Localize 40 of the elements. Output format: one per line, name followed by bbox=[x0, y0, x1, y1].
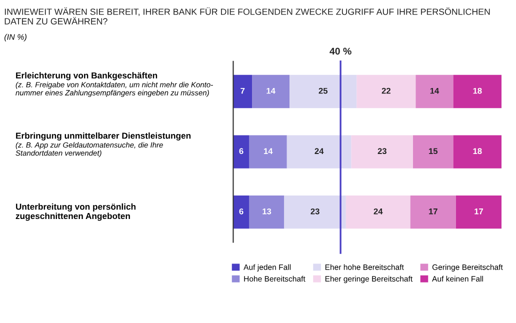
bar bbox=[249, 196, 284, 229]
bar bbox=[416, 74, 454, 108]
ref-line-label: 40 % bbox=[330, 48, 352, 55]
data-label: 25 bbox=[318, 88, 328, 94]
bar bbox=[456, 196, 502, 229]
data-label: 14 bbox=[266, 88, 276, 94]
bar bbox=[249, 135, 287, 168]
bar bbox=[252, 74, 290, 108]
bar bbox=[346, 196, 410, 229]
y-tick-label: Unterbreitung von persönlich zugeschnittenen Angeboten bbox=[16, 203, 136, 221]
bar bbox=[410, 196, 456, 229]
data-label: 6 bbox=[239, 208, 244, 214]
data-label: 14 bbox=[264, 148, 273, 154]
bar bbox=[233, 196, 250, 229]
text: (IN %) bbox=[4, 34, 26, 42]
chart-title: INWIEWEIT WÄREN SIE BEREIT, IHRER BANK FÜR DIE FOLGENDEN ZWECKE ZUGRIFF AUF IHRE PERSÖNLICHEN DATEN ZU GEWÄHREN? bbox=[4, 7, 490, 24]
data-label: 7 bbox=[240, 88, 245, 94]
data-label: 23 bbox=[378, 148, 386, 154]
data-label: 18 bbox=[473, 88, 482, 94]
data-label: 13 bbox=[262, 208, 272, 214]
data-label: 17 bbox=[474, 208, 484, 214]
data-label: 6 bbox=[239, 148, 244, 154]
bar bbox=[453, 74, 502, 108]
bar bbox=[356, 74, 416, 108]
data-label: 14 bbox=[430, 88, 440, 94]
data-label: 17 bbox=[429, 208, 438, 214]
bar bbox=[290, 74, 357, 108]
data-label: 24 bbox=[314, 148, 324, 154]
bar bbox=[453, 135, 502, 168]
bar bbox=[284, 196, 346, 229]
bar bbox=[233, 135, 250, 168]
data-label: 23 bbox=[310, 208, 320, 214]
data-label: 22 bbox=[382, 88, 390, 94]
data-label: 18 bbox=[473, 148, 482, 154]
bar bbox=[286, 135, 352, 168]
bar bbox=[233, 74, 252, 108]
bar bbox=[351, 135, 414, 168]
data-label: 15 bbox=[429, 148, 438, 154]
data-label: 24 bbox=[374, 208, 383, 214]
bar bbox=[413, 135, 454, 168]
